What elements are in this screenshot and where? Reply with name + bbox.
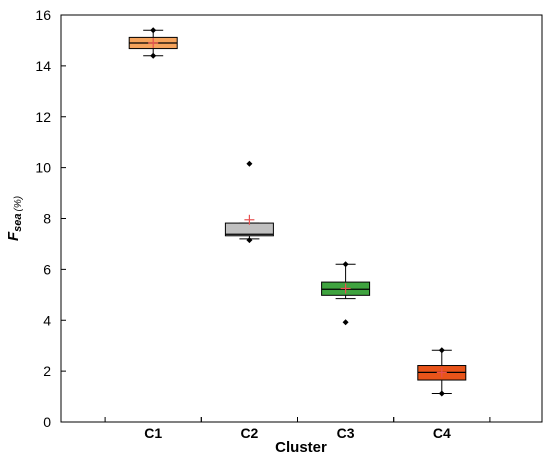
box-c3	[321, 261, 371, 326]
y-tick-label: 0	[43, 414, 51, 430]
min-point	[150, 52, 157, 59]
y-tick-label: 14	[35, 58, 51, 74]
min-point	[246, 237, 253, 244]
y-axis: 0 2 4 6 8 10 12 14 16	[35, 7, 66, 430]
box-c2	[224, 160, 274, 244]
y-axis-title-subscript: sea	[12, 214, 24, 232]
y-axis-title-main: F	[5, 231, 22, 241]
box-c4	[417, 347, 467, 397]
y-tick-label: 10	[35, 160, 51, 176]
x-tick-label: C3	[337, 425, 355, 441]
max-point	[342, 261, 349, 268]
y-tick-label: 2	[43, 363, 51, 379]
y-tick-label: 4	[43, 312, 51, 328]
x-axis-title: Cluster	[275, 439, 327, 456]
max-point	[438, 347, 445, 354]
plot-area-frame	[60, 14, 543, 423]
y-tick-label: 8	[43, 211, 51, 227]
box-c1	[128, 27, 178, 59]
x-tick-label: C1	[144, 425, 162, 441]
y-tick-label: 16	[35, 7, 51, 23]
y-axis-title-unit: (%)	[13, 196, 24, 212]
x-axis: C1 C2 C3 C4	[104, 417, 491, 441]
y-tick-label: 12	[35, 109, 51, 125]
max-point	[150, 27, 157, 34]
outlier-point	[246, 160, 253, 167]
outlier-point	[342, 319, 349, 326]
y-axis-title: Fsea (%)	[5, 196, 24, 241]
box-series	[128, 27, 467, 397]
x-tick-label: C2	[240, 425, 258, 441]
x-tick-label: C4	[433, 425, 451, 441]
min-point	[438, 390, 445, 397]
y-tick-label: 6	[43, 261, 51, 277]
